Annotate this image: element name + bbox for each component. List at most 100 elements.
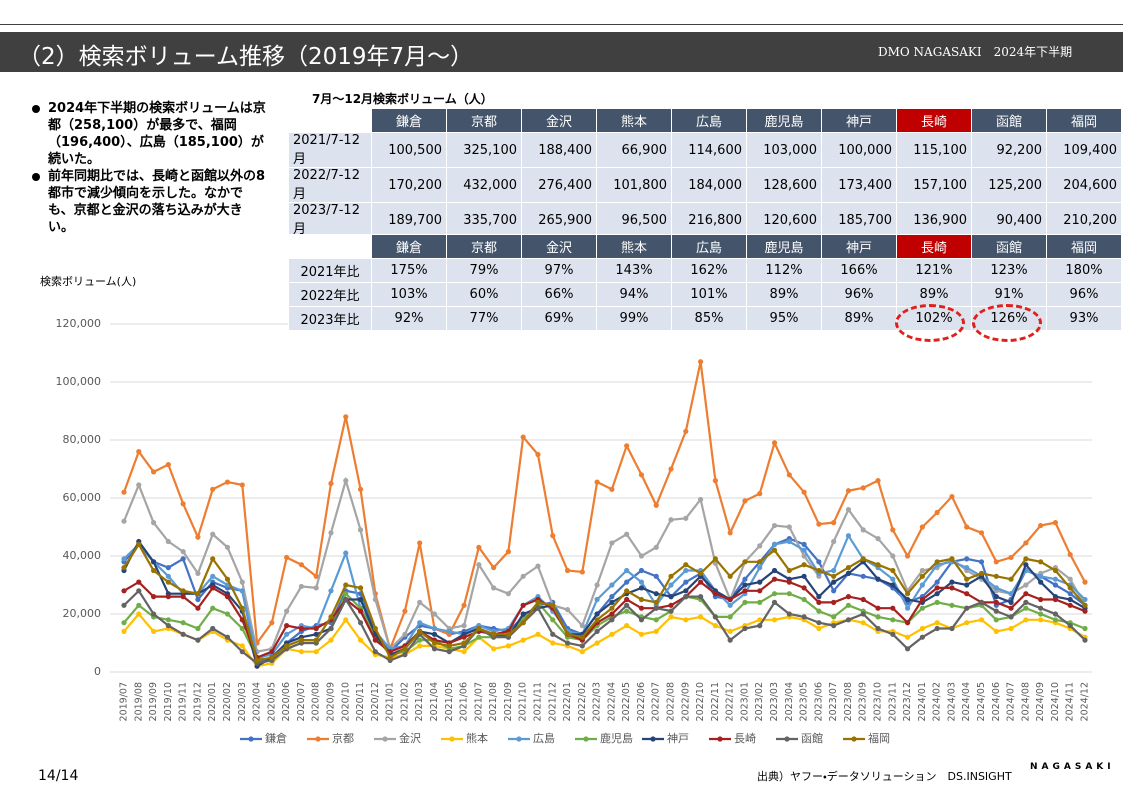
point (609, 631, 615, 637)
series-line (122, 361, 1086, 653)
point (195, 637, 201, 643)
point (476, 544, 482, 550)
point (1008, 614, 1014, 620)
x-tick-label: 2019/10 (163, 682, 174, 721)
point (978, 617, 985, 623)
point (653, 544, 659, 550)
header: （2）検索ボリューム推移（2019年7月～） DMO NAGASAKI 2024… (0, 32, 1123, 72)
point (890, 553, 896, 559)
point (298, 625, 305, 632)
point (1082, 637, 1088, 643)
point (372, 625, 378, 632)
x-tick-label: 2021/12 (547, 682, 558, 721)
point (978, 530, 985, 536)
point (1023, 540, 1029, 546)
point (1038, 611, 1044, 617)
point (195, 570, 201, 577)
point (904, 553, 911, 559)
column-header: 金沢 (521, 108, 597, 133)
cell: 143% (596, 258, 672, 283)
point (180, 620, 186, 626)
cell: 94% (596, 282, 672, 307)
point (254, 657, 260, 664)
point (860, 485, 866, 491)
cell: 101% (671, 282, 747, 307)
point (505, 591, 511, 597)
point (313, 573, 319, 579)
point (742, 625, 748, 632)
point (993, 628, 999, 635)
point (845, 570, 852, 577)
row-label: 2023年比 (288, 306, 372, 331)
x-tick-label: 2021/05 (444, 682, 455, 721)
point (668, 594, 674, 600)
point (550, 602, 556, 608)
point (757, 579, 763, 585)
point (446, 649, 452, 655)
point (284, 643, 290, 649)
point (993, 599, 999, 606)
point (328, 637, 334, 643)
point (801, 585, 807, 591)
point (624, 588, 630, 594)
header-row: 鎌倉 京都 金沢 熊本 広島 鹿児島 神戸 長崎 函館 福岡 (288, 108, 1122, 133)
series-line (123, 537, 1086, 665)
point (1008, 591, 1014, 597)
x-tick-label: 2019/09 (148, 682, 159, 721)
point (993, 573, 999, 579)
point (978, 559, 985, 565)
point (431, 625, 438, 632)
point (934, 509, 940, 516)
point (934, 599, 940, 606)
title: （2）検索ボリューム推移（2019年7月～） (18, 44, 474, 70)
point (431, 646, 438, 652)
cell: 66,900 (596, 132, 672, 168)
point (402, 631, 408, 637)
point (239, 579, 245, 585)
x-tick-label: 2024/07 (1006, 682, 1017, 721)
x-tick-label: 2020/11 (355, 682, 366, 721)
point (890, 631, 896, 637)
point (964, 576, 970, 582)
cell: 90,400 (971, 202, 1047, 238)
x-tick-label: 2021/09 (503, 682, 514, 721)
point (653, 628, 659, 635)
point (1038, 617, 1044, 623)
cell: 79% (446, 258, 522, 283)
cell: 101,800 (596, 167, 672, 203)
point (417, 620, 423, 626)
source: 出典）ヤフー・データソリューション DS.INSIGHT (757, 770, 1012, 783)
point (150, 611, 157, 617)
point (816, 608, 822, 614)
point (343, 478, 349, 484)
point (180, 556, 186, 562)
point (372, 596, 378, 603)
point (239, 649, 245, 655)
cell: 100,500 (371, 132, 447, 168)
point (801, 553, 807, 559)
point (372, 637, 378, 643)
point (328, 588, 334, 594)
legend-marker (583, 736, 589, 742)
point (845, 602, 852, 608)
y-tick-label: 100,000 (56, 375, 102, 388)
x-tick-label: 2019/07 (119, 682, 130, 721)
corner-cell (288, 108, 372, 133)
point (535, 599, 541, 606)
point (653, 605, 659, 611)
x-tick-label: 2021/07 (473, 682, 484, 721)
point (1023, 617, 1029, 623)
point (313, 649, 319, 655)
point (284, 631, 290, 637)
point (165, 594, 171, 600)
point (594, 617, 600, 623)
point (343, 582, 349, 588)
point (343, 550, 349, 556)
point (417, 540, 423, 546)
point (845, 617, 852, 623)
point (1008, 625, 1014, 632)
point (121, 620, 127, 626)
point (1082, 596, 1088, 603)
point (624, 567, 630, 574)
point (801, 614, 807, 620)
